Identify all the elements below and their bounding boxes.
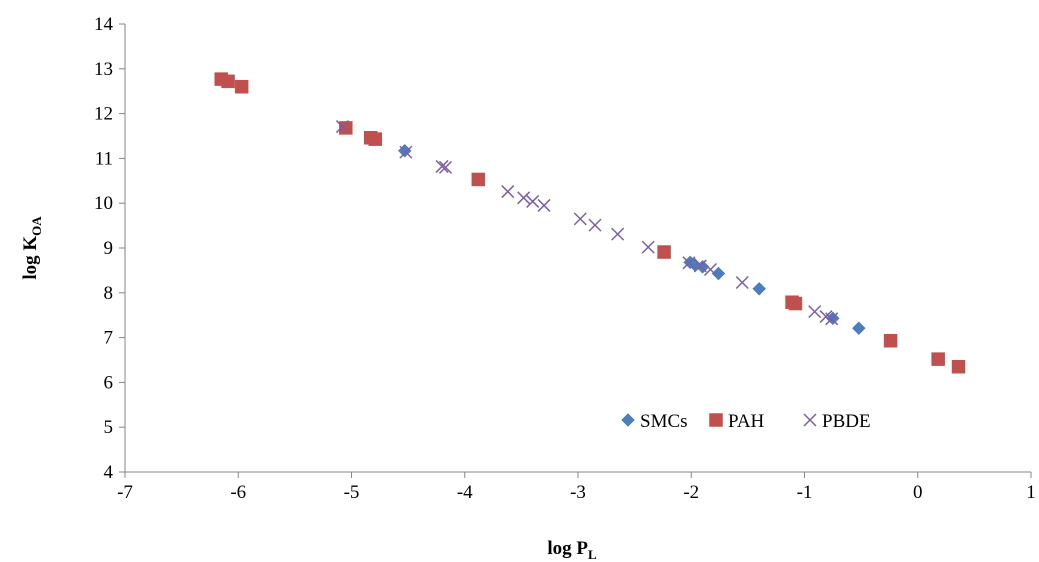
pah-point [931, 352, 945, 366]
pbde-point [573, 212, 587, 226]
x-tick-label: -7 [117, 482, 133, 503]
pah-point [951, 359, 966, 374]
pbde-point-stroke [526, 194, 540, 208]
y-tick-label: 11 [95, 148, 113, 169]
pah-point [883, 333, 898, 348]
pah-point [221, 74, 235, 89]
pbde-point [693, 259, 707, 273]
y-tick-label: 12 [94, 104, 113, 125]
pbde-point-stroke [641, 240, 655, 254]
y-tick-label: 8 [104, 283, 114, 304]
y-tick-label: 10 [94, 193, 113, 214]
pbde-point [435, 159, 449, 173]
axes [119, 23, 1032, 478]
legend-item-smcs: SMCs [621, 411, 688, 432]
y-tick-label: 13 [94, 59, 113, 80]
pbde-point-stroke [438, 160, 453, 174]
pbde-point [399, 145, 413, 159]
pbde-point-stroke [735, 275, 749, 290]
smcs-point [852, 321, 866, 336]
pbde-point-stroke [588, 218, 602, 232]
legend-label: SMCs [640, 411, 688, 432]
y-tick-label: 6 [104, 372, 114, 393]
x-tick-label: -1 [797, 482, 813, 503]
legend-marker-pbde-stroke [803, 413, 817, 427]
pbde-point [825, 312, 839, 326]
y-tick-label: 9 [104, 238, 114, 259]
y-tick-label: 7 [104, 328, 114, 349]
pbde-point-stroke [537, 198, 551, 212]
pbde-point-stroke [399, 145, 413, 159]
y-axis-title-subscript: OA [29, 216, 44, 236]
x-tick-label: -2 [683, 482, 699, 503]
legend: SMCs PAH PBDE [621, 411, 871, 432]
pbde-point-stroke [517, 191, 531, 205]
pah-point [339, 121, 353, 135]
series-pah [214, 72, 966, 374]
legend-label: PAH [728, 411, 765, 432]
pbde-point [526, 194, 540, 208]
y-tick-label: 5 [104, 417, 114, 438]
x-tick-label: -5 [344, 482, 360, 503]
pbde-point-stroke [501, 185, 515, 199]
pbde-point-stroke [703, 262, 718, 277]
x-tick-label: 0 [913, 482, 923, 503]
x-tick-label: -3 [570, 482, 586, 503]
legend-marker-smcs [621, 413, 635, 427]
x-tick-label: -6 [230, 482, 246, 503]
pbde-point-stroke [693, 259, 707, 273]
x-axis-title-main: log P [547, 538, 588, 559]
pah-point [657, 245, 671, 259]
y-axis-title-main: log K [20, 236, 41, 280]
x-tick-label: -4 [457, 482, 473, 503]
pbde-point [501, 185, 515, 199]
pbde-point-stroke [825, 312, 839, 326]
legend-item-pah: PAH [709, 411, 765, 432]
pbde-point [438, 160, 453, 174]
pbde-point [588, 218, 602, 232]
smcs-point [752, 281, 767, 296]
legend-marker-pah [709, 413, 723, 427]
legend-label: PBDE [822, 411, 871, 432]
legend-item-pbde: PBDE [803, 411, 871, 432]
pbde-point-stroke [335, 120, 349, 134]
pbde-point-stroke [573, 212, 587, 226]
pah-point [368, 132, 383, 146]
x-axis-title-subscript: L [588, 547, 597, 562]
pbde-point [517, 191, 531, 205]
pbde-point [537, 198, 551, 212]
pbde-point [703, 262, 718, 277]
pbde-point [808, 305, 822, 319]
x-axis-title: log PL [547, 538, 597, 562]
pbde-point [335, 120, 349, 134]
pbde-point [682, 256, 696, 270]
pah-point [788, 296, 803, 311]
y-tick-label: 14 [94, 14, 114, 35]
pbde-point-stroke [435, 159, 449, 173]
pbde-point-stroke [808, 305, 822, 319]
x-tick-label: 1 [1026, 482, 1036, 503]
pbde-point [611, 227, 625, 241]
pbde-point [735, 275, 749, 290]
pbde-point [641, 240, 655, 254]
series-pbde [335, 120, 839, 326]
y-axis-title: log KOA [20, 216, 44, 280]
pah-point [234, 79, 249, 94]
pbde-point-stroke [682, 256, 696, 270]
pah-point [471, 172, 486, 187]
data-points [214, 72, 966, 374]
y-tick-label: 4 [104, 462, 114, 483]
pbde-point-stroke [611, 227, 625, 241]
smcs-point [711, 266, 726, 281]
pbde-point-stroke [819, 310, 833, 324]
legend-marker-pbde [803, 413, 817, 427]
